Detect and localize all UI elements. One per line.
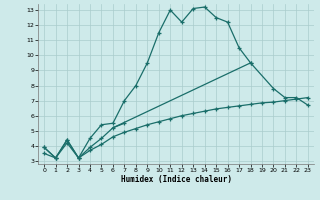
X-axis label: Humidex (Indice chaleur): Humidex (Indice chaleur) <box>121 175 231 184</box>
